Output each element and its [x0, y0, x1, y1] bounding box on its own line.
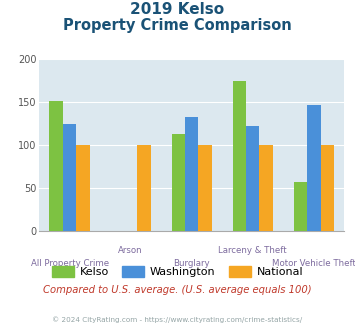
Bar — [171, 134, 185, 231]
Bar — [294, 182, 307, 231]
Bar — [49, 101, 63, 231]
Bar — [260, 145, 273, 231]
Text: Motor Vehicle Theft: Motor Vehicle Theft — [272, 259, 355, 268]
Legend: Kelso, Washington, National: Kelso, Washington, National — [47, 261, 308, 281]
Bar — [185, 117, 198, 231]
Bar — [307, 105, 321, 231]
Text: Burglary: Burglary — [173, 259, 210, 268]
Text: 2019 Kelso: 2019 Kelso — [130, 2, 225, 16]
Text: Larceny & Theft: Larceny & Theft — [218, 246, 287, 255]
Bar — [76, 145, 90, 231]
Bar — [198, 145, 212, 231]
Text: Compared to U.S. average. (U.S. average equals 100): Compared to U.S. average. (U.S. average … — [43, 285, 312, 295]
Bar — [233, 81, 246, 231]
Text: All Property Crime: All Property Crime — [31, 259, 109, 268]
Bar — [321, 145, 334, 231]
Bar — [137, 145, 151, 231]
Bar — [63, 124, 76, 231]
Bar — [246, 126, 260, 231]
Text: Property Crime Comparison: Property Crime Comparison — [63, 18, 292, 33]
Text: Arson: Arson — [118, 246, 143, 255]
Text: © 2024 CityRating.com - https://www.cityrating.com/crime-statistics/: © 2024 CityRating.com - https://www.city… — [53, 317, 302, 323]
